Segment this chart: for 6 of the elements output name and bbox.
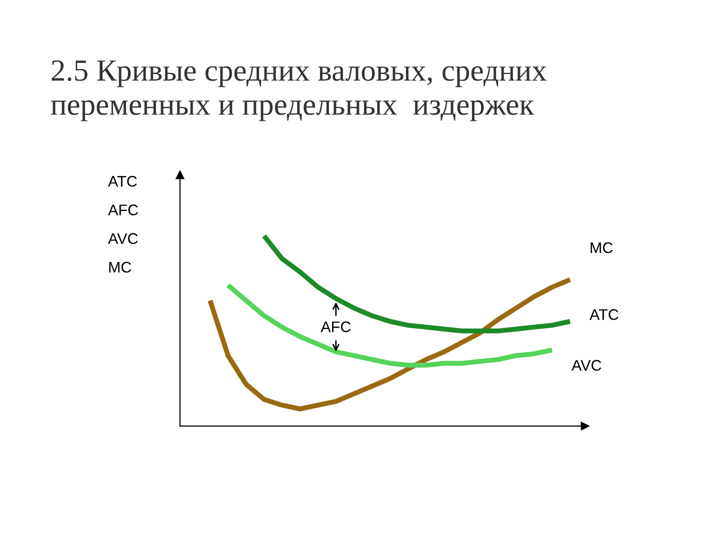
series-label: ATC (590, 309, 618, 320)
series-label: AVC (572, 360, 602, 371)
text: MC (590, 242, 613, 254)
chart-title: 2.5 Кривые средних валовых, средних переменных и предельных издержек (50, 60, 547, 122)
annotation: AFC (320, 321, 351, 332)
y-axis-title: ATC AFC AVC MC (108, 176, 138, 273)
